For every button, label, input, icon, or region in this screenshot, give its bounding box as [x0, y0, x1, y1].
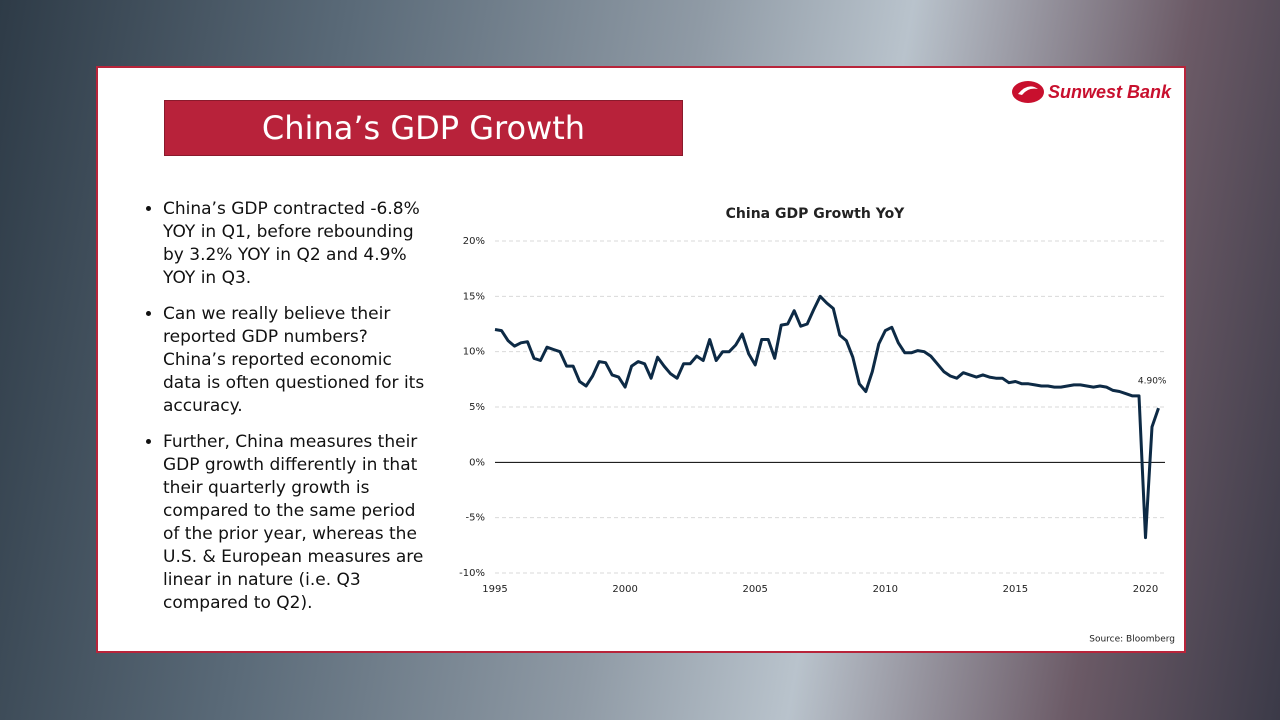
y-tick-label: 0% [469, 457, 485, 468]
y-tick-label: -5% [466, 513, 485, 524]
y-tick-label: 10% [463, 347, 485, 358]
y-tick-label: -10% [459, 568, 485, 579]
logo-text: Sunwest Bank [1048, 82, 1172, 102]
line-series [494, 294, 1160, 540]
chart-title: China GDP Growth YoY [726, 206, 906, 222]
x-tick-label: 2010 [873, 584, 898, 595]
x-tick-label: 2015 [1003, 584, 1028, 595]
y-tick-label: 15% [463, 291, 485, 302]
x-tick-label: 1995 [482, 584, 507, 595]
logo: Sunwest Bank [1012, 81, 1172, 103]
slide-frame [96, 66, 1186, 653]
x-tick-label: 2020 [1133, 584, 1158, 595]
logo-swoosh [1018, 86, 1038, 95]
data-label: 4.90% [1138, 377, 1167, 387]
slide-title: China’s GDP Growth [164, 100, 683, 156]
y-tick-label: 5% [469, 402, 485, 413]
bullet: Further, China measures their GDP growth… [163, 431, 433, 615]
x-tick-label: 2000 [612, 584, 637, 595]
y-tick-label: 20% [463, 236, 485, 247]
logo-icon [1012, 81, 1044, 103]
bullet-list: China’s GDP contracted -6.8% YOY in Q1, … [138, 198, 433, 628]
bullet: China’s GDP contracted -6.8% YOY in Q1, … [163, 198, 433, 290]
x-tick-label: 2005 [742, 584, 767, 595]
bullet: Can we really believe their reported GDP… [163, 303, 433, 418]
source: Source: Bloomberg [1089, 635, 1175, 645]
